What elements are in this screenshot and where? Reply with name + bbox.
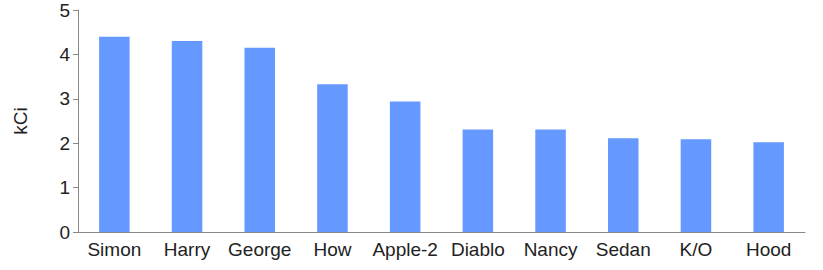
svg-text:Apple-2: Apple-2	[372, 239, 438, 260]
svg-text:3: 3	[59, 88, 70, 109]
svg-text:Hood: Hood	[746, 239, 791, 260]
svg-text:5: 5	[59, 0, 70, 21]
svg-text:0: 0	[59, 222, 70, 243]
svg-text:Nancy: Nancy	[524, 239, 578, 260]
svg-text:2: 2	[59, 133, 70, 154]
svg-text:Diablo: Diablo	[451, 239, 505, 260]
svg-text:K/O: K/O	[680, 239, 713, 260]
svg-text:George: George	[228, 239, 291, 260]
svg-text:Simon: Simon	[87, 239, 141, 260]
svg-text:Sedan: Sedan	[596, 239, 651, 260]
svg-text:kCi: kCi	[10, 107, 31, 134]
svg-text:4: 4	[59, 44, 70, 65]
svg-text:1: 1	[59, 177, 70, 198]
svg-text:How: How	[313, 239, 351, 260]
svg-text:Harry: Harry	[164, 239, 211, 260]
